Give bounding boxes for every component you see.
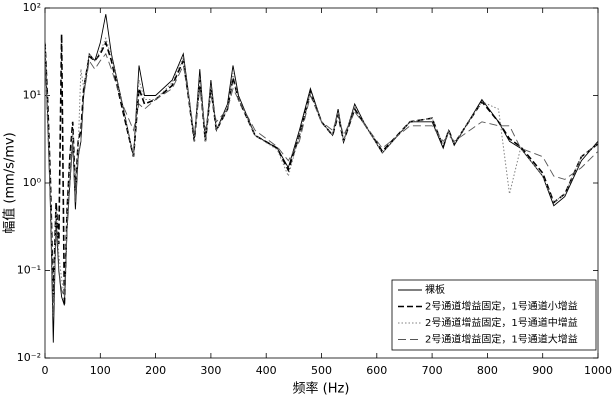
- y-tick-label: 10²: [23, 1, 41, 14]
- x-tick-label: 0: [42, 364, 49, 377]
- x-tick-label: 800: [477, 364, 498, 377]
- legend-label: 裸板: [425, 283, 445, 296]
- x-axis-label: 频率 (Hz): [293, 381, 350, 397]
- legend-box: [391, 279, 597, 351]
- series-line: [45, 36, 598, 317]
- y-tick-label: 10¹: [23, 89, 41, 102]
- legend-label: 2号通道增益固定，1号通道中增益: [425, 316, 578, 329]
- x-tick-label: 400: [256, 364, 277, 377]
- x-tick-label: 200: [145, 364, 166, 377]
- legend-label: 2号通道增益固定，1号通道小增益: [425, 300, 578, 313]
- x-tick-label: 100: [90, 364, 111, 377]
- x-tick-label: 300: [200, 364, 221, 377]
- y-axis-label: 幅值 (mm/s/mv): [2, 132, 18, 234]
- legend-label: 2号通道增益固定，1号通道大增益: [425, 333, 578, 346]
- x-tick-label: 1000: [584, 364, 612, 377]
- x-tick-label: 500: [311, 364, 332, 377]
- x-tick-label: 900: [532, 364, 553, 377]
- y-tick-label: 10⁰: [23, 176, 42, 189]
- y-tick-label: 10⁻¹: [17, 264, 41, 277]
- y-tick-label: 10⁻²: [17, 351, 41, 364]
- x-tick-label: 700: [422, 364, 443, 377]
- x-tick-label: 600: [366, 364, 387, 377]
